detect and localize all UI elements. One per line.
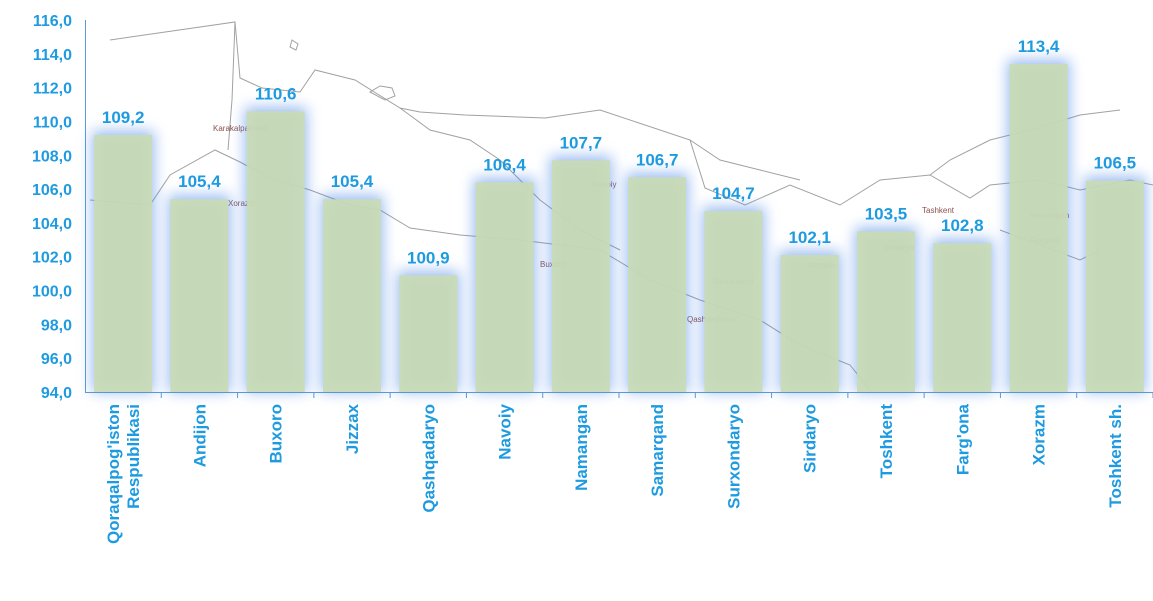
- map-region-label: Tashkent: [922, 206, 955, 215]
- y-tick-label: 108,0: [32, 148, 72, 165]
- category-label-line: Toshkent: [877, 404, 896, 479]
- category-label: Buxoro: [267, 404, 286, 464]
- y-tick-label: 94,0: [41, 385, 72, 402]
- category-label: Namangan: [572, 404, 591, 491]
- value-label: 107,7: [560, 133, 603, 152]
- value-label: 106,5: [1094, 154, 1137, 173]
- category-label-line: Namangan: [572, 404, 591, 491]
- category-label: Navoiy: [496, 403, 515, 459]
- map-region-label: Xorazm: [228, 199, 256, 208]
- category-label: Samarqand: [648, 404, 667, 497]
- bar: [704, 211, 763, 392]
- bar: [94, 134, 153, 392]
- value-label: 103,5: [865, 204, 908, 223]
- y-tick-label: 116,0: [33, 13, 72, 30]
- bar: [323, 199, 381, 392]
- category-label-line: Toshkent sh.: [1106, 404, 1125, 508]
- category-label-line: Jizzax: [343, 403, 362, 454]
- y-tick-label: 98,0: [41, 317, 72, 334]
- y-tick-label: 100,0: [32, 284, 72, 301]
- y-tick-label: 96,0: [41, 351, 72, 368]
- value-label: 106,7: [636, 150, 679, 169]
- category-label-line: Qoraqalpog'iston: [104, 404, 123, 544]
- category-label: Surxondaryo: [724, 404, 743, 509]
- bar: [246, 111, 305, 393]
- value-label: 102,8: [941, 216, 984, 235]
- category-label: Andijon: [190, 404, 209, 467]
- category-label-line: Farg'ona: [953, 403, 972, 475]
- category-label-line: Surxondaryo: [724, 404, 743, 509]
- bar: [399, 275, 458, 392]
- map-outline: [289, 39, 299, 51]
- bar: [857, 231, 915, 392]
- category-label: Qashqadaryo: [419, 404, 438, 513]
- map-region-label: Karakalpakstan: [213, 124, 268, 133]
- value-label: 109,2: [102, 108, 145, 127]
- y-tick-label: 110,0: [33, 114, 72, 131]
- y-tick-label: 106,0: [32, 182, 72, 199]
- bar: [1085, 180, 1144, 392]
- y-tick-label: 102,0: [32, 250, 72, 267]
- map-outline: [689, 139, 801, 181]
- bar: [780, 255, 839, 392]
- map-outline: [227, 21, 236, 151]
- category-label: Toshkent sh.: [1106, 404, 1125, 508]
- bar: [170, 199, 229, 392]
- value-label: 104,7: [712, 184, 755, 203]
- map-outline: [368, 85, 396, 101]
- category-label: Qoraqalpog'istonRespublikasi: [104, 404, 143, 544]
- category-label: Jizzax: [343, 403, 362, 454]
- category-label: Farg'ona: [953, 403, 972, 475]
- category-label-line: Samarqand: [648, 404, 667, 497]
- value-label: 113,4: [1018, 37, 1060, 56]
- category-label-line: Respublikasi: [124, 404, 143, 509]
- category-label-line: Navoiy: [496, 403, 515, 459]
- category-label: Xorazm: [1030, 404, 1049, 465]
- bar: [933, 243, 992, 392]
- category-label-line: Sirdaryo: [801, 404, 820, 473]
- value-label: 102,1: [788, 228, 831, 247]
- value-label: 105,4: [331, 172, 374, 191]
- bar: [551, 160, 610, 392]
- bar: [475, 182, 534, 392]
- category-label-line: Andijon: [190, 404, 209, 467]
- category-label: Toshkent: [877, 404, 896, 479]
- y-tick-label: 114,0: [33, 47, 72, 64]
- category-label-line: Xorazm: [1030, 404, 1049, 465]
- value-label: 105,4: [178, 172, 221, 191]
- category-label-line: Buxoro: [267, 404, 286, 464]
- bar: [628, 177, 687, 392]
- category-label: Sirdaryo: [801, 404, 820, 473]
- category-label-line: Qashqadaryo: [419, 404, 438, 513]
- value-label: 106,4: [483, 155, 526, 174]
- value-label: 100,9: [407, 248, 450, 267]
- y-tick-label: 104,0: [32, 216, 72, 233]
- bar: [1009, 63, 1068, 393]
- value-label: 110,6: [255, 84, 297, 103]
- y-tick-label: 112,0: [33, 81, 72, 98]
